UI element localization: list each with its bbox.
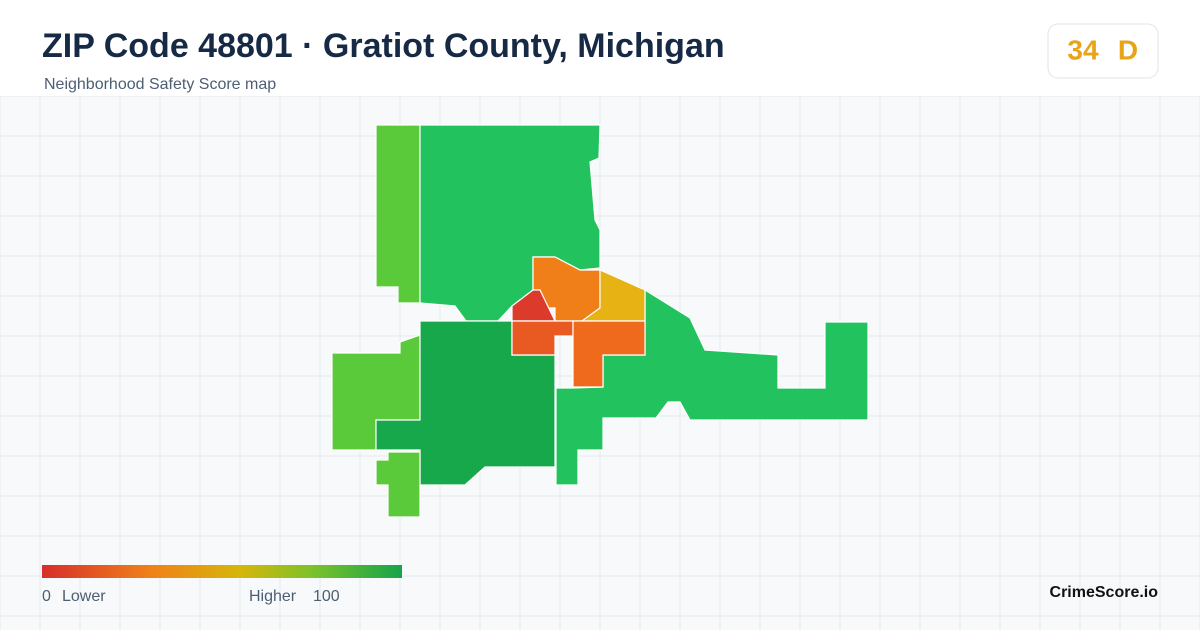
legend-min-label: Lower	[62, 588, 106, 605]
header-band	[0, 0, 1200, 96]
legend-min: 0	[42, 588, 51, 605]
map	[331, 124, 869, 518]
score-value: 34	[1067, 34, 1099, 65]
legend-max-label: Higher	[249, 588, 297, 605]
map-region	[555, 288, 869, 486]
score-badge	[1047, 23, 1159, 79]
map-region	[375, 451, 421, 518]
map-region	[375, 124, 421, 304]
title: ZIP Code 48801 · Gratiot County, Michiga…	[42, 27, 725, 65]
legend-max: 100	[313, 588, 340, 605]
subtitle: Neighborhood Safety Score map	[44, 76, 276, 93]
brand: CrimeScore.io	[1050, 584, 1159, 601]
score-grade: D	[1118, 34, 1138, 65]
map-region	[572, 320, 646, 388]
legend-bar	[42, 565, 402, 578]
